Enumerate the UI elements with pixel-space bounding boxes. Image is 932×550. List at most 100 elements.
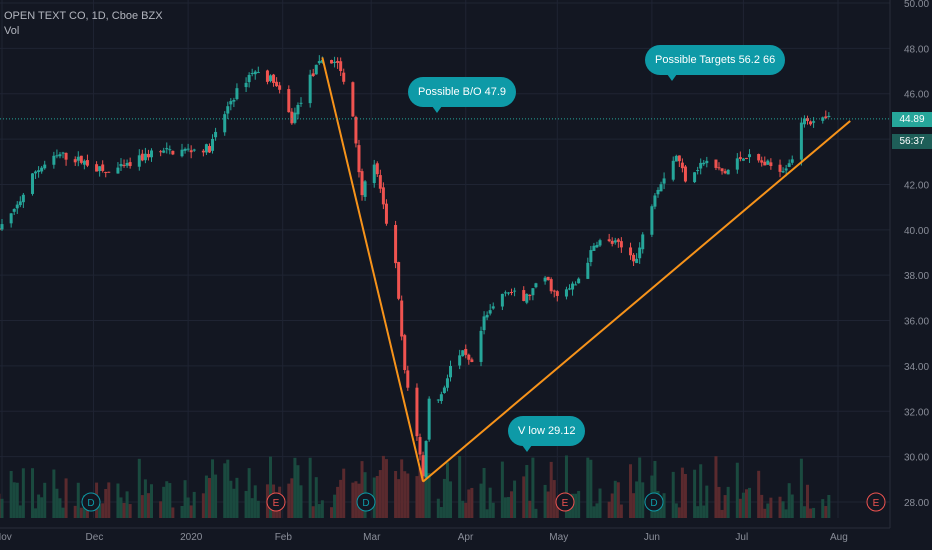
candle-body xyxy=(766,160,770,165)
volume-bar xyxy=(58,498,62,518)
candle-body xyxy=(229,101,233,105)
candle-body xyxy=(699,162,703,169)
candle-body xyxy=(363,181,367,197)
candle-body xyxy=(598,240,602,246)
candle-body xyxy=(278,85,282,90)
candle-body xyxy=(546,276,550,281)
candle-body xyxy=(40,167,44,172)
x-tick-label: Feb xyxy=(275,532,293,543)
event-marker xyxy=(81,492,101,512)
volume-bar xyxy=(424,465,428,518)
candle-body xyxy=(662,178,666,184)
volume-bar xyxy=(653,460,657,518)
volume-bar xyxy=(128,504,132,518)
candle-body xyxy=(674,155,678,162)
volume-bar xyxy=(34,508,38,518)
volume-bar xyxy=(314,477,318,518)
volume-bar xyxy=(787,483,791,518)
volume-bar xyxy=(464,502,468,518)
volume-bar xyxy=(76,482,80,518)
candle-body xyxy=(693,172,697,183)
volume-label: Vol xyxy=(4,25,20,37)
volume-bar xyxy=(763,508,767,518)
volume-bar xyxy=(546,491,550,518)
candle-body xyxy=(296,104,300,115)
candle-body xyxy=(159,151,163,153)
volume-bar xyxy=(229,480,233,518)
volume-bar xyxy=(439,507,443,518)
volume-bar xyxy=(534,508,538,518)
candle-body xyxy=(632,254,636,262)
y-tick-label: 28.00 xyxy=(904,498,929,509)
volume-bar xyxy=(31,468,35,518)
candle-body xyxy=(403,335,407,371)
candle-body xyxy=(21,194,25,203)
candle-body xyxy=(64,152,68,160)
event-marker xyxy=(555,492,575,512)
volume-bar xyxy=(427,473,431,518)
x-tick-label: Apr xyxy=(458,532,474,543)
volume-bar xyxy=(207,477,211,518)
volume-bar xyxy=(406,473,410,518)
candle-body xyxy=(314,64,318,75)
volume-bar xyxy=(43,482,47,518)
volume-bar xyxy=(702,505,706,518)
candle-body xyxy=(470,359,474,363)
candle-body xyxy=(577,278,581,284)
candle-body xyxy=(714,159,718,168)
volume-bar xyxy=(247,468,251,518)
volume-bar xyxy=(757,470,761,518)
volume-bar xyxy=(528,500,532,518)
candle-body xyxy=(55,155,59,157)
candle-body xyxy=(265,70,269,82)
breakout-callout[interactable]: Possible B/O 47.9 xyxy=(408,77,517,113)
candle-body xyxy=(488,310,492,314)
candle-body xyxy=(34,171,38,174)
volume-bar xyxy=(342,468,346,518)
volume-bar xyxy=(360,461,364,518)
candle-body xyxy=(479,330,483,362)
candle-body xyxy=(384,203,388,224)
volume-bar xyxy=(610,493,614,518)
volume-bar xyxy=(659,501,663,518)
breakout-callout-text: Possible B/O 47.9 xyxy=(418,86,507,98)
candle-body xyxy=(790,159,794,163)
candle-body xyxy=(342,72,346,82)
candle-body xyxy=(122,164,126,166)
volume-bar xyxy=(629,464,633,518)
candle-body xyxy=(201,150,205,153)
volume-bar xyxy=(574,493,578,518)
candle-body xyxy=(18,201,22,206)
y-tick-label: 34.00 xyxy=(904,362,929,373)
volume-bar xyxy=(662,493,666,518)
candle-body xyxy=(375,163,379,175)
vlow-callout[interactable]: V low 29.12 xyxy=(508,416,586,452)
volume-bar xyxy=(741,492,745,518)
volume-bar xyxy=(378,470,382,518)
volume-bar xyxy=(211,459,215,518)
candle-body xyxy=(31,173,35,194)
candle-body xyxy=(214,131,218,138)
candle-body xyxy=(400,300,404,337)
vlow-callout-text: V low 29.12 xyxy=(518,425,576,437)
candle-body xyxy=(406,370,410,388)
candle-body xyxy=(744,157,748,159)
event-marker-label: E xyxy=(873,498,880,509)
candle-body xyxy=(317,61,321,64)
volume-bar xyxy=(458,455,462,518)
candle-body xyxy=(449,365,453,378)
candle-body xyxy=(741,158,745,161)
candle-body xyxy=(211,138,215,151)
candle-body xyxy=(308,74,312,104)
gridlines xyxy=(0,0,891,529)
candle-body xyxy=(738,157,742,159)
volume-bar xyxy=(568,504,572,518)
volume-bar xyxy=(119,497,123,518)
volume-bar xyxy=(726,486,730,518)
volume-bar xyxy=(140,495,144,518)
volume-bar xyxy=(64,478,68,518)
candle-body xyxy=(503,292,507,294)
volume-bar xyxy=(683,474,687,518)
targets-callout[interactable]: Possible Targets 56.2 66 xyxy=(645,45,786,81)
